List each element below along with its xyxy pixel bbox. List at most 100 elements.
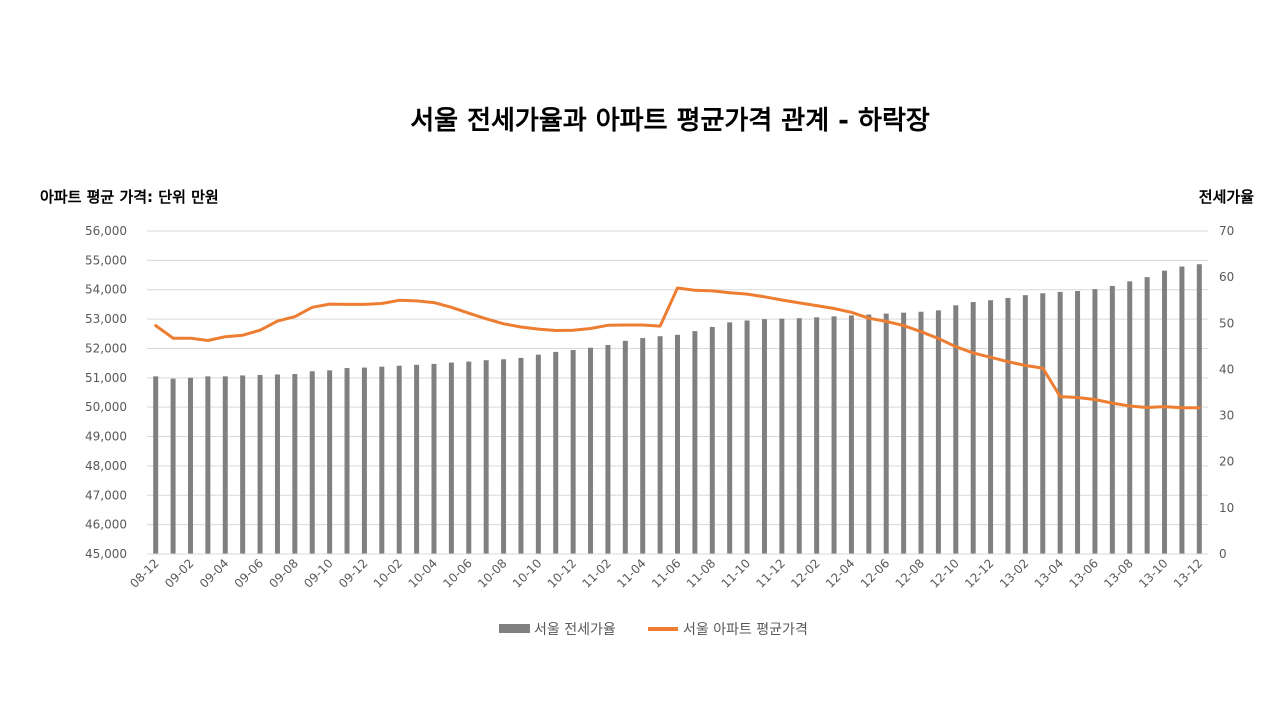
bar [205,376,211,554]
x-tick-label: 12-06 [858,556,893,591]
left-tick-label: 52,000 [85,341,127,355]
left-tick-label: 51,000 [85,371,127,385]
x-tick-label: 08-12 [127,556,162,591]
left-tick-label: 55,000 [85,253,127,267]
x-tick-label: 13-04 [1032,556,1067,591]
x-tick-label: 11-10 [719,556,754,591]
right-tick-label: 40 [1219,362,1234,376]
bar [535,354,541,554]
bar [970,302,976,554]
x-tick-label: 10-02 [371,556,406,591]
right-tick-label: 60 [1219,270,1234,284]
bar [344,368,350,554]
left-tick-label: 45,000 [85,547,127,561]
bar [257,374,263,554]
bar [153,376,159,554]
bar [744,320,750,554]
bar [1179,266,1185,554]
bar [1022,295,1028,554]
right-axis-ticks: 0 10 20 30 40 50 60 70 [1219,224,1234,561]
x-tick-label: 09-04 [197,556,232,591]
bar [187,377,193,554]
x-tick-label: 13-08 [1101,556,1136,591]
legend: 서울 전세가율 서울 아파트 평균가격 [499,622,808,638]
bar [761,319,767,554]
bar [1127,281,1133,554]
bar [466,361,472,554]
bar [483,360,489,554]
bar [988,300,994,554]
bar [431,363,437,554]
line-series [154,286,1201,410]
x-tick-label: 13-06 [1067,556,1102,591]
right-tick-label: 70 [1219,224,1234,238]
bar [448,362,454,554]
bar [414,364,420,554]
bar [901,312,907,554]
x-tick-label: 11-02 [579,556,614,591]
left-tick-label: 48,000 [85,459,127,473]
bar [361,367,367,554]
bar [501,359,507,554]
left-tick-label: 54,000 [85,283,127,297]
bar [709,326,715,554]
left-tick-label: 53,000 [85,312,127,326]
legend-line-label: 서울 아파트 평균가격 [683,622,808,638]
x-tick-label: 12-02 [788,556,823,591]
left-tick-label: 46,000 [85,518,127,532]
x-tick-label: 11-12 [753,556,788,591]
x-tick-label: 09-08 [266,556,301,591]
bar [553,351,559,554]
bar [222,376,228,554]
left-tick-label: 50,000 [85,400,127,414]
x-tick-label: 11-08 [684,556,719,591]
x-tick-label: 13-02 [997,556,1032,591]
x-tick-label: 11-06 [649,556,684,591]
bar [1057,291,1063,554]
left-tick-label: 47,000 [85,488,127,502]
bar-series [153,264,1202,554]
bar [831,316,837,554]
bar [240,375,246,554]
right-tick-label: 10 [1219,501,1234,515]
bar [1040,293,1046,554]
bar [848,315,854,554]
x-tick-label: 12-08 [893,556,928,591]
bar [1144,277,1150,554]
bar [935,310,941,554]
bar [779,318,785,554]
x-tick-label: 09-06 [232,556,267,591]
x-tick-label: 12-10 [927,556,962,591]
bar [1075,290,1081,554]
left-axis-ticks: 45,000 46,000 47,000 48,000 49,000 50,000 51,0… [85,224,127,561]
x-tick-label: 10-10 [510,556,545,591]
x-tick-label: 12-12 [962,556,997,591]
x-tick-label: 09-10 [301,556,336,591]
bar [1109,285,1115,554]
bar [657,336,663,554]
bar [866,314,872,554]
bar [1005,297,1011,554]
x-tick-label: 13-10 [1136,556,1171,591]
x-tick-label: 11-04 [614,556,649,591]
legend-bar-label: 서울 전세가율 [534,622,616,638]
legend-bar-swatch [499,624,530,633]
right-tick-label: 30 [1219,409,1234,423]
bar [883,313,889,554]
x-tick-label: 09-02 [162,556,197,591]
bar [396,365,402,554]
bar [274,374,280,554]
x-tick-label: 10-12 [545,556,580,591]
bar [1162,270,1168,554]
x-tick-label: 10-06 [440,556,475,591]
bar [622,340,628,554]
bar [170,378,176,554]
bar [727,322,733,554]
bar [1092,289,1098,554]
left-tick-label: 49,000 [85,430,127,444]
x-tick-label: 13-12 [1171,556,1206,591]
bar [953,305,959,554]
bar [605,344,611,554]
x-tick-label: 10-04 [406,556,441,591]
